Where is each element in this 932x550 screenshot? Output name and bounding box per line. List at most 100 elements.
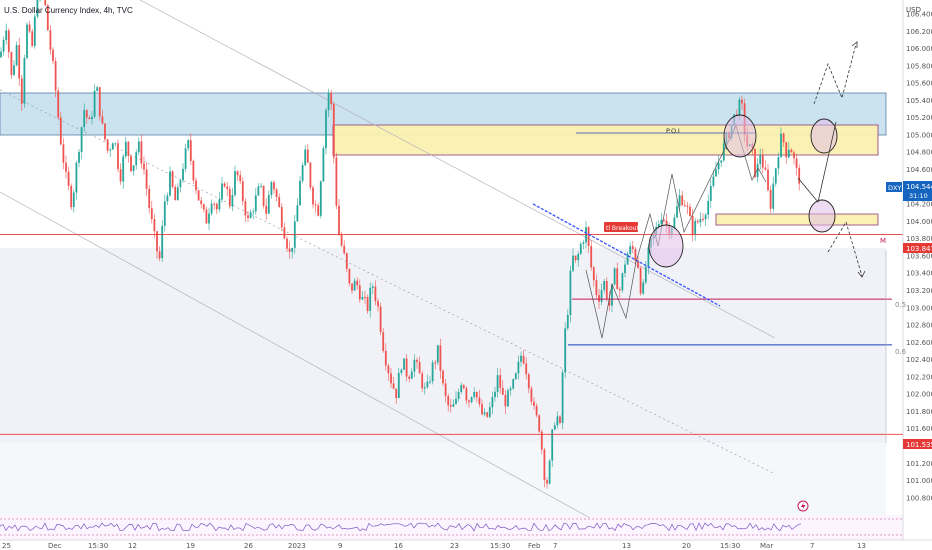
candle-body — [514, 373, 517, 380]
candle-body — [587, 227, 590, 247]
candle-body — [457, 391, 460, 399]
candle-body — [322, 148, 325, 182]
candle-body — [486, 412, 489, 417]
candle-body — [644, 266, 647, 283]
candle-body — [621, 273, 624, 291]
candle-body — [364, 296, 366, 298]
lightning-icon[interactable] — [797, 500, 809, 512]
candle-body — [717, 162, 720, 170]
candle-body — [546, 480, 548, 484]
candle-body — [517, 361, 520, 374]
price-tick-label: 103.800 — [906, 235, 932, 243]
candle-body — [634, 248, 637, 261]
candle-body — [288, 248, 291, 252]
candle-body — [236, 171, 239, 176]
price-tick-label: 105.600 — [906, 80, 932, 88]
price-tick-label: 102.000 — [906, 391, 932, 399]
target-circle-lower — [808, 199, 836, 233]
time-ticks: 25 Dec 15:30 12 19 26 2023 9 16 23 15:30 Feb 7 13 20 15… — [2, 542, 866, 550]
candle-body — [75, 162, 78, 193]
candle-body — [231, 194, 234, 207]
candle-body — [67, 171, 70, 186]
time-tick-label: 2023 — [288, 542, 306, 550]
candle-body — [2, 40, 5, 52]
candle-body — [15, 45, 18, 66]
candle-body — [166, 195, 169, 202]
candle-body — [78, 151, 80, 163]
time-tick-label: 13 — [857, 542, 866, 550]
candle-body — [275, 189, 278, 198]
candle-body — [88, 117, 91, 120]
candle-body — [777, 157, 780, 169]
candle-body — [553, 425, 556, 430]
projection-path-main — [797, 121, 837, 203]
price-axis-panel[interactable] — [903, 0, 932, 540]
candle-body — [96, 87, 99, 91]
last-price-value: 104.544 — [906, 183, 932, 191]
candle-body — [20, 78, 23, 104]
candle-body — [278, 197, 281, 208]
candle-body — [780, 133, 782, 158]
candle-body — [410, 371, 413, 379]
candle-body — [579, 244, 582, 254]
candle-body — [26, 24, 28, 59]
candle-body — [452, 403, 455, 407]
candle-body — [371, 286, 374, 288]
candle-body — [104, 123, 106, 140]
candle-body — [538, 415, 541, 432]
candle-body — [44, 0, 47, 5]
candle-body — [374, 286, 377, 302]
candle-body — [33, 16, 36, 46]
candle-body — [208, 213, 210, 224]
candle-body — [80, 127, 83, 152]
currency-label: USD — [906, 6, 921, 14]
candle-body — [465, 388, 468, 401]
candle-body — [449, 405, 452, 407]
lower-shade — [0, 443, 886, 515]
candle-body — [145, 169, 148, 189]
candle-body — [202, 204, 205, 210]
candle-body — [501, 387, 504, 395]
candle-body — [722, 143, 725, 161]
candle-body — [447, 395, 450, 406]
candle-body — [660, 219, 663, 225]
candle-body — [296, 205, 299, 222]
candle-body — [161, 225, 164, 259]
price-tick-label: 101.200 — [906, 460, 932, 468]
candle-body — [767, 169, 769, 190]
candle-body — [228, 188, 231, 207]
candle-body — [18, 45, 21, 79]
candle-body — [676, 206, 678, 218]
candle-body — [137, 141, 140, 153]
candle-body — [426, 381, 429, 388]
candle-body — [241, 181, 244, 202]
candle-body — [397, 372, 400, 399]
candle-body — [109, 149, 112, 151]
candle-body — [179, 180, 182, 188]
candle-body — [221, 183, 223, 200]
candle-body — [301, 165, 304, 181]
candle-body — [223, 183, 226, 187]
candle-body — [205, 209, 208, 224]
candle-body — [382, 332, 385, 351]
candle-body — [595, 280, 598, 296]
candle-body — [715, 169, 717, 177]
candle-body — [101, 116, 104, 124]
candle-body — [559, 416, 561, 423]
candle-body — [343, 245, 346, 254]
candle-body — [254, 195, 257, 212]
candle-body — [260, 185, 262, 187]
candle-body — [340, 234, 343, 246]
candle-body — [735, 114, 738, 116]
candle-body — [611, 284, 613, 306]
candle-body — [122, 156, 125, 182]
candle-body — [782, 133, 785, 143]
candle-body — [756, 164, 759, 178]
candle-body — [512, 379, 515, 389]
time-tick-label: 12 — [128, 542, 137, 550]
time-axis-panel[interactable] — [0, 540, 932, 550]
candle-body — [790, 149, 793, 153]
candle-body — [462, 385, 465, 389]
channel-lines — [0, 0, 776, 519]
